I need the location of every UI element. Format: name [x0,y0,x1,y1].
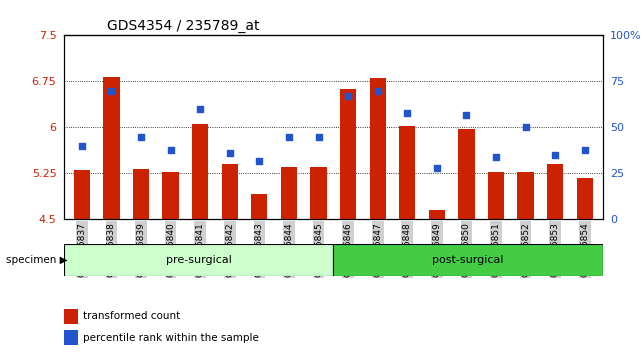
Bar [547,164,563,219]
Text: pre-surgical: pre-surgical [166,255,231,265]
Point [254,158,265,164]
Point [165,147,176,152]
Text: GDS4354 / 235789_at: GDS4354 / 235789_at [107,19,260,33]
Bar [74,170,90,219]
Bar [162,172,179,219]
Bar [310,167,327,219]
FancyBboxPatch shape [333,244,603,276]
Point [224,150,235,156]
Point [432,165,442,171]
Bar [64,330,78,345]
Bar [577,178,593,219]
Point [195,106,205,112]
Bar [370,78,386,219]
Point [106,88,117,93]
Bar [64,309,78,324]
Bar [399,126,415,219]
Bar [340,90,356,219]
Point [136,134,146,139]
Point [284,134,294,139]
FancyBboxPatch shape [64,244,333,276]
Point [550,152,560,158]
Point [343,93,353,99]
Bar [222,164,238,219]
Bar [517,172,534,219]
Point [462,112,472,118]
Text: percentile rank within the sample: percentile rank within the sample [83,332,259,343]
Bar [251,194,267,219]
Bar [103,77,120,219]
Bar [281,167,297,219]
Bar [133,169,149,219]
Point [491,154,501,160]
Bar [488,172,504,219]
Point [372,88,383,93]
Text: transformed count: transformed count [83,311,180,321]
Point [520,125,531,130]
Point [579,147,590,152]
Bar [458,129,474,219]
Bar [192,124,208,219]
Text: specimen ▶: specimen ▶ [6,255,68,265]
Point [77,143,87,149]
Bar [429,210,445,219]
Text: post-surgical: post-surgical [432,255,504,265]
Point [402,110,412,115]
Point [313,134,324,139]
